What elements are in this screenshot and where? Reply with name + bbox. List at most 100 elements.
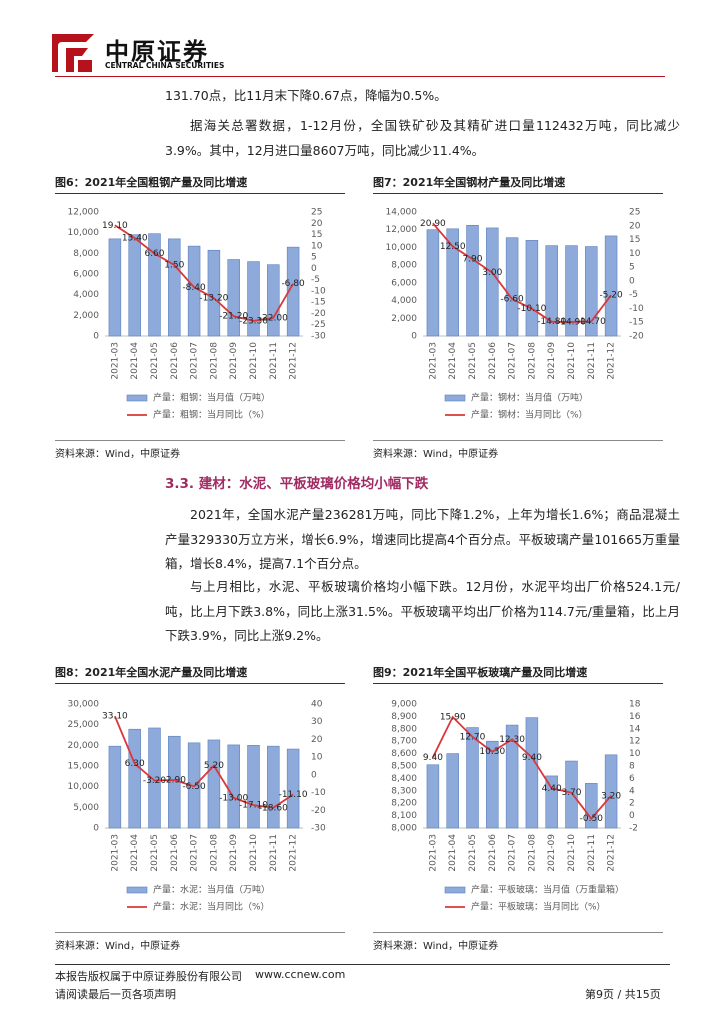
y2-tick-label: 14 (629, 724, 641, 734)
data-label: -18.60 (259, 803, 288, 813)
x-tick-label: 2021-12 (289, 834, 299, 872)
y-tick-label: 2,000 (73, 311, 99, 321)
y2-tick-label: 25 (629, 208, 640, 218)
bar (108, 238, 122, 337)
paragraph: 与上月相比，水泥、平板玻璃价格均小幅下跌。12月份，水泥平均出厂价格524.1元… (165, 579, 680, 643)
data-label: 6.60 (144, 249, 164, 259)
x-tick-label: 2021-11 (269, 834, 279, 872)
bar (247, 261, 260, 337)
bar (128, 234, 141, 337)
chart: 0 5,000 10,000 15,000 20,000 25,000 30,000 -30 -… (68, 700, 326, 913)
data-label: -11.10 (279, 790, 308, 800)
x-tick-label: 2021-06 (488, 342, 498, 380)
data-label: 33.10 (102, 712, 128, 722)
x-tick-label: 2021-03 (110, 342, 120, 380)
x-tick-label: 2021-10 (567, 342, 577, 380)
data-label: 19.10 (102, 221, 128, 231)
bar (486, 740, 499, 829)
bar (168, 238, 181, 337)
data-label: -13.20 (199, 294, 228, 304)
y-tick-label: 8,500 (391, 762, 417, 772)
y2-tick-label: 6 (629, 774, 635, 784)
y2-tick-label: 12 (629, 737, 640, 747)
y2-tick-label: 16 (629, 712, 641, 722)
x-tick-label: 2021-04 (448, 834, 458, 872)
data-label: 20.90 (420, 219, 446, 229)
y2-tick-label: 5 (311, 253, 317, 263)
y-tick-label: 12,000 (68, 208, 100, 218)
legend-swatch (126, 394, 148, 402)
data-label: 7.90 (462, 255, 482, 265)
data-label: -14.90 (557, 317, 586, 327)
y-tick-label: 30,000 (68, 700, 100, 710)
y2-tick-label: -20 (629, 332, 644, 342)
y-tick-label: 15,000 (68, 762, 100, 772)
x-tick-label: 2021-09 (229, 342, 239, 380)
data-label: -6.80 (281, 279, 305, 289)
data-label: -17.10 (239, 801, 268, 811)
y2-tick-label: 2 (629, 799, 635, 809)
y-tick-label: 6,000 (391, 278, 417, 288)
data-label: 12.30 (499, 735, 525, 745)
x-tick-label: 2021-08 (209, 342, 219, 380)
data-label: -14.80 (537, 317, 566, 327)
paragraph: 131.70点，比11月末下降0.67点，降幅为0.5%。 (165, 88, 447, 103)
data-label: 3.00 (482, 268, 502, 278)
bar (446, 228, 459, 337)
x-tick-label: 2021-04 (448, 342, 458, 380)
x-tick-label: 2021-07 (190, 342, 200, 380)
footer-website: www.ccnew.com (255, 968, 346, 981)
y-tick-label: 12,000 (386, 225, 418, 235)
x-tick-label: 2021-08 (527, 342, 537, 380)
data-label: -6.60 (500, 295, 524, 305)
y-tick-label: 10,000 (68, 228, 100, 238)
x-tick-label: 2021-05 (150, 342, 160, 380)
y2-tick-label: -15 (629, 318, 644, 328)
bar (525, 717, 539, 829)
bar (148, 233, 161, 337)
figure-source: 资料来源：Wind，中原证券 (55, 440, 345, 460)
legend-label: 产量：钢材：当月值（万吨） (471, 392, 588, 404)
footer-page: 第9页 / 共15页 (585, 988, 661, 1001)
bar (426, 229, 440, 337)
y2-tick-label: -10 (311, 788, 326, 798)
bar (466, 224, 479, 337)
line (432, 715, 612, 821)
data-label: 9.40 (423, 753, 443, 763)
figure-source: 资料来源：Wind，中原证券 (373, 932, 663, 952)
y2-tick-label: -5 (311, 275, 320, 285)
bar (585, 783, 598, 829)
logo-mark (52, 34, 94, 72)
x-tick-label: 2021-08 (209, 834, 219, 872)
data-label: 3.70 (561, 788, 581, 798)
x-tick-label: 2021-07 (508, 834, 518, 872)
data-label: -23.30 (239, 316, 268, 326)
y-tick-label: 20,000 (68, 741, 100, 751)
footer-rule (55, 964, 670, 965)
data-label: -14.70 (577, 317, 606, 327)
x-tick-label: 2021-06 (170, 342, 180, 380)
x-tick-label: 2021-09 (547, 342, 557, 380)
x-tick-label: 2021-07 (508, 342, 518, 380)
bar (545, 775, 558, 829)
legend-swatch (126, 886, 148, 894)
logo-text: 中原证券 (105, 38, 209, 66)
footer-copyright: 本报告版权属于中原证券股份有限公司 (55, 970, 242, 983)
bar (505, 237, 519, 337)
figure-source: 资料来源：Wind，中原证券 (373, 440, 663, 460)
y-tick-label: 8,300 (391, 786, 417, 796)
x-tick-label: 2021-12 (607, 834, 617, 872)
data-label: -13.00 (219, 793, 248, 803)
data-label: -5.20 (599, 291, 623, 301)
y2-tick-label: 10 (629, 249, 641, 259)
bar (604, 235, 618, 337)
x-tick-label: 2021-10 (249, 342, 259, 380)
y2-tick-label: -30 (311, 824, 326, 834)
x-tick-label: 2021-12 (607, 342, 617, 380)
legend-label: 产量：粗钢：当月值（万吨） (153, 392, 270, 404)
bar (505, 724, 519, 829)
bar (207, 739, 221, 829)
legend-swatch (444, 886, 466, 894)
legend-label: 产量：水泥：当月值（万吨） (153, 884, 270, 896)
x-tick-label: 2021-06 (170, 834, 180, 872)
